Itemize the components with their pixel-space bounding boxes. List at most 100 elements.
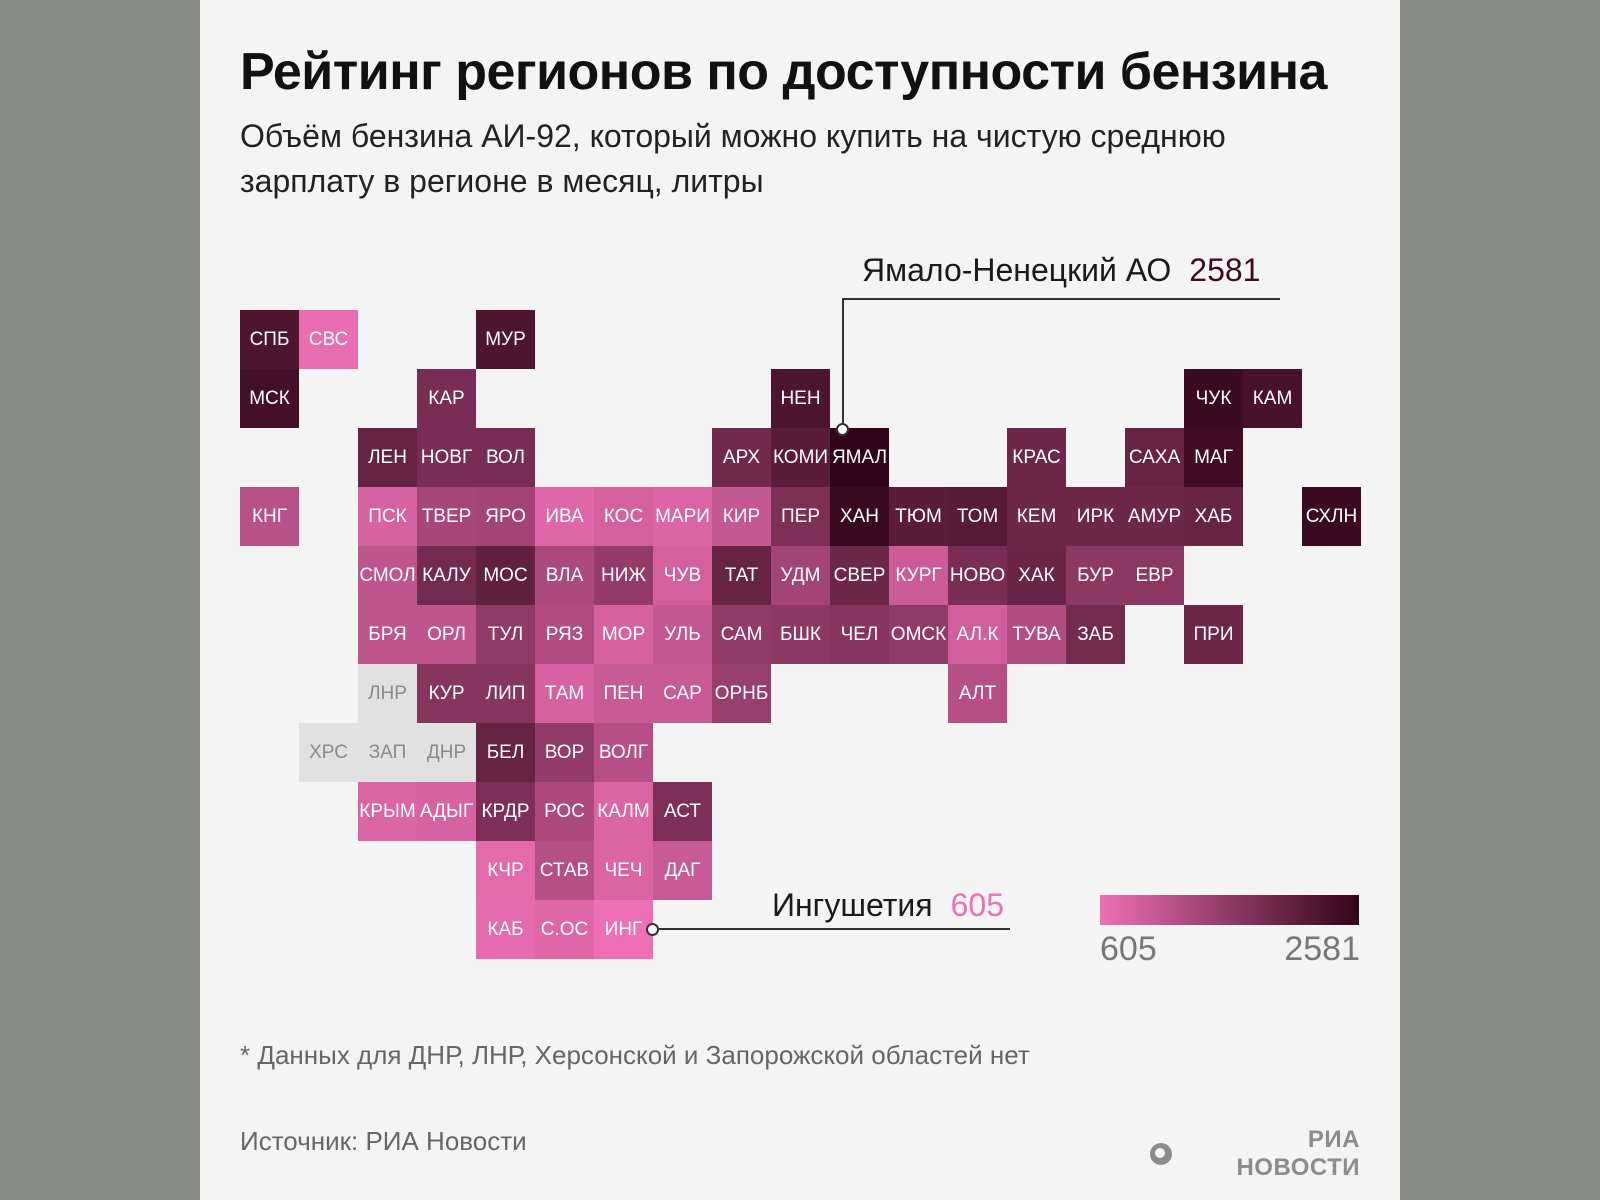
region-tile-ЕВР: ЕВР — [1125, 546, 1184, 605]
region-tile-ТЮМ: ТЮМ — [889, 487, 948, 546]
region-tile-СМОЛ: СМОЛ — [358, 546, 417, 605]
region-tile-МАРИ: МАРИ — [653, 487, 712, 546]
ria-logo-text: РИА НОВОСТИ — [1236, 1126, 1360, 1181]
region-tile-ЛИП: ЛИП — [476, 664, 535, 723]
region-tile-КРЫМ: КРЫМ — [358, 782, 417, 841]
region-tile-ХАБ: ХАБ — [1184, 487, 1243, 546]
region-tile-СВЕР: СВЕР — [830, 546, 889, 605]
region-tile-САХА: САХА — [1125, 428, 1184, 487]
callout-max-leader — [842, 298, 844, 428]
region-tile-ЯРО: ЯРО — [476, 487, 535, 546]
callout-max-name: Ямало-Ненецкий АО — [862, 252, 1172, 288]
region-tile-ЧЕЛ: ЧЕЛ — [830, 605, 889, 664]
callout-min-dot — [646, 923, 659, 936]
region-tile-ТОМ: ТОМ — [948, 487, 1007, 546]
region-tile-МОР: МОР — [594, 605, 653, 664]
region-tile-ЧУК: ЧУК — [1184, 369, 1243, 428]
legend-gradient-bar — [1100, 895, 1359, 925]
ria-logo: РИА НОВОСТИ — [1150, 1126, 1360, 1182]
region-tile-ЧЕЧ: ЧЕЧ — [594, 841, 653, 900]
region-tile-ЯМАЛ: ЯМАЛ — [830, 428, 889, 487]
region-tile-БЕЛ: БЕЛ — [476, 723, 535, 782]
region-tile-ЛНР: ЛНР — [358, 664, 417, 723]
infographic-card: Рейтинг регионов по доступности бензина … — [200, 0, 1400, 1200]
ria-logo-mark — [1150, 1143, 1172, 1165]
chart-title: Рейтинг регионов по доступности бензина — [240, 43, 1327, 101]
legend-max-label: 2581 — [1284, 930, 1360, 968]
region-tile-ОРЛ: ОРЛ — [417, 605, 476, 664]
chart-subtitle: Объём бензина АИ-92, который можно купит… — [240, 118, 1226, 199]
footnote: * Данных для ДНР, ЛНР, Херсонской и Запо… — [240, 1040, 1030, 1070]
region-tile-КНГ: КНГ — [240, 487, 299, 546]
region-tile-С.ОС: С.ОС — [535, 900, 594, 959]
region-tile-САР: САР — [653, 664, 712, 723]
region-tile-ХАН: ХАН — [830, 487, 889, 546]
region-tile-КАЛУ: КАЛУ — [417, 546, 476, 605]
region-tile-САМ: САМ — [712, 605, 771, 664]
callout-max-underline — [842, 298, 1280, 300]
source-note: Источник: РИА Новости — [240, 1126, 527, 1156]
region-tile-КАЛМ: КАЛМ — [594, 782, 653, 841]
region-tile-ПЕН: ПЕН — [594, 664, 653, 723]
region-tile-КЕМ: КЕМ — [1007, 487, 1066, 546]
region-tile-ТУЛ: ТУЛ — [476, 605, 535, 664]
region-tile-ОРНБ: ОРНБ — [712, 664, 771, 723]
region-tile-АСТ: АСТ — [653, 782, 712, 841]
region-tile-НОВГ: НОВГ — [417, 428, 476, 487]
region-tile-НЕН: НЕН — [771, 369, 830, 428]
region-tile-ЛЕН: ЛЕН — [358, 428, 417, 487]
region-tile-КОС: КОС — [594, 487, 653, 546]
region-tile-ТАТ: ТАТ — [712, 546, 771, 605]
region-tile-НОВО: НОВО — [948, 546, 1007, 605]
region-tile-МУР: МУР — [476, 310, 535, 369]
region-tile-КУР: КУР — [417, 664, 476, 723]
region-tile-УЛЬ: УЛЬ — [653, 605, 712, 664]
region-tile-СПБ: СПБ — [240, 310, 299, 369]
region-tile-ОМСК: ОМСК — [889, 605, 948, 664]
region-tile-КАР: КАР — [417, 369, 476, 428]
region-tile-ТУВА: ТУВА — [1007, 605, 1066, 664]
callout-min: Ингушетия 605 — [772, 887, 1004, 924]
region-tile-ЗАП: ЗАП — [358, 723, 417, 782]
region-tile-БРЯ: БРЯ — [358, 605, 417, 664]
region-tile-УДМ: УДМ — [771, 546, 830, 605]
region-tile-ЗАБ: ЗАБ — [1066, 605, 1125, 664]
region-tile-РОС: РОС — [535, 782, 594, 841]
region-tile-КАБ: КАБ — [476, 900, 535, 959]
region-tile-МАГ: МАГ — [1184, 428, 1243, 487]
region-tile-СТАВ: СТАВ — [535, 841, 594, 900]
region-tile-АДЫГ: АДЫГ — [417, 782, 476, 841]
region-tile-ПРИ: ПРИ — [1184, 605, 1243, 664]
region-tile-РЯЗ: РЯЗ — [535, 605, 594, 664]
region-tile-ДАГ: ДАГ — [653, 841, 712, 900]
legend-min-label: 605 — [1100, 930, 1157, 968]
region-tile-КЧР: КЧР — [476, 841, 535, 900]
region-tile-КИР: КИР — [712, 487, 771, 546]
region-tile-ИНГ: ИНГ — [594, 900, 653, 959]
region-tile-ИРК: ИРК — [1066, 487, 1125, 546]
region-tile-ВЛА: ВЛА — [535, 546, 594, 605]
region-tile-КРАС: КРАС — [1007, 428, 1066, 487]
region-tile-СХЛН: СХЛН — [1302, 487, 1361, 546]
region-tile-ДНР: ДНР — [417, 723, 476, 782]
region-tile-КОМИ: КОМИ — [771, 428, 830, 487]
callout-min-leader — [652, 928, 1010, 930]
region-tile-ВОР: ВОР — [535, 723, 594, 782]
region-tile-АМУР: АМУР — [1125, 487, 1184, 546]
callout-max-value: 2581 — [1189, 252, 1261, 288]
region-tile-НИЖ: НИЖ — [594, 546, 653, 605]
region-tile-ПЕР: ПЕР — [771, 487, 830, 546]
callout-max: Ямало-Ненецкий АО 2581 — [862, 252, 1260, 289]
region-tile-ХАК: ХАК — [1007, 546, 1066, 605]
callout-min-value: 605 — [950, 887, 1004, 923]
region-tile-АЛ.К: АЛ.К — [948, 605, 1007, 664]
region-tile-ИВА: ИВА — [535, 487, 594, 546]
region-tile-БУР: БУР — [1066, 546, 1125, 605]
region-tile-ТАМ: ТАМ — [535, 664, 594, 723]
region-tile-КУРГ: КУРГ — [889, 546, 948, 605]
region-tile-МОС: МОС — [476, 546, 535, 605]
region-tile-МСК: МСК — [240, 369, 299, 428]
callout-max-dot — [836, 423, 849, 436]
region-tile-ПСК: ПСК — [358, 487, 417, 546]
region-tile-БШК: БШК — [771, 605, 830, 664]
